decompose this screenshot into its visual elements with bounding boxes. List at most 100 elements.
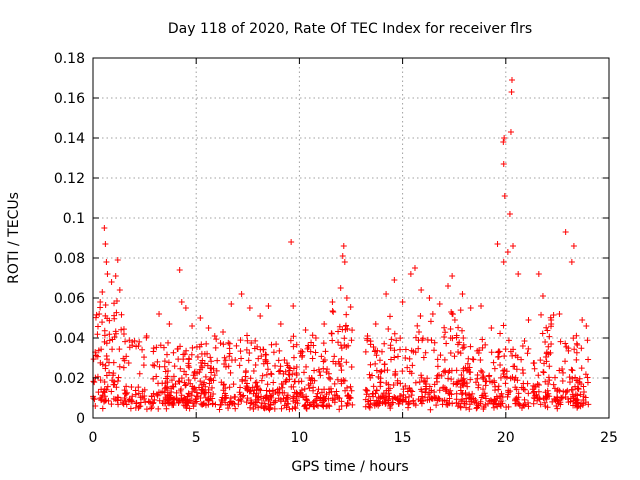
data-point [388, 336, 395, 343]
data-point [320, 358, 327, 365]
data-point [161, 363, 168, 370]
data-point [205, 396, 212, 403]
data-point [327, 375, 334, 382]
data-point [472, 396, 479, 403]
data-point [428, 387, 435, 394]
data-point [270, 349, 277, 356]
data-point [331, 353, 338, 360]
data-point [159, 380, 166, 387]
data-point [535, 388, 542, 395]
data-point [101, 332, 108, 339]
data-point [189, 323, 196, 329]
data-point [525, 345, 532, 352]
data-point [99, 392, 106, 399]
data-point [409, 362, 416, 369]
data-point [426, 383, 433, 390]
data-point [582, 371, 589, 378]
data-point [96, 311, 103, 317]
data-point [570, 335, 577, 342]
data-point [497, 330, 504, 337]
data-point [381, 394, 388, 401]
data-point [209, 395, 216, 402]
data-point [276, 368, 283, 375]
data-point [540, 369, 547, 376]
data-point [268, 371, 275, 378]
data-point [445, 375, 452, 382]
data-point [458, 372, 465, 379]
data-point [139, 346, 146, 353]
data-point [525, 317, 532, 323]
data-point [246, 349, 253, 356]
data-point [342, 387, 349, 394]
data-point [122, 398, 129, 405]
data-point [325, 370, 332, 377]
data-point [480, 376, 487, 383]
data-point [243, 380, 250, 387]
data-point [150, 375, 157, 382]
data-point [311, 367, 318, 374]
data-point [150, 399, 157, 406]
data-point [265, 303, 272, 309]
data-point [154, 358, 161, 365]
data-point [154, 392, 161, 399]
data-point [312, 335, 319, 341]
data-point [343, 311, 350, 318]
data-point [184, 399, 191, 406]
data-point [584, 374, 591, 381]
data-point [148, 405, 155, 412]
data-point [443, 340, 450, 347]
data-point [338, 367, 345, 374]
data-point [260, 395, 267, 402]
data-point [136, 338, 143, 345]
data-point [270, 379, 277, 386]
data-point [251, 345, 258, 352]
data-point [345, 392, 352, 399]
data-point [153, 391, 160, 398]
data-point [381, 340, 388, 347]
data-point [263, 387, 270, 394]
data-point [242, 369, 249, 376]
data-point [564, 387, 571, 394]
data-point [558, 395, 565, 402]
data-point [404, 388, 411, 395]
data-point [362, 348, 369, 355]
data-point [312, 349, 319, 356]
data-point [114, 397, 121, 404]
data-point [162, 368, 169, 375]
data-point [259, 372, 266, 379]
data-point [100, 388, 107, 395]
data-point [414, 322, 421, 329]
data-point [320, 403, 327, 410]
data-point [530, 389, 537, 396]
data-point [141, 354, 148, 361]
data-point [116, 363, 123, 370]
data-point [491, 398, 498, 405]
chart-title: Day 118 of 2020, Rate Of TEC Index for r… [168, 21, 532, 37]
data-point [488, 397, 495, 404]
data-point [263, 404, 270, 411]
data-point [551, 385, 558, 392]
data-point [277, 321, 284, 327]
data-point [166, 321, 173, 327]
data-point [536, 395, 543, 402]
data-point [448, 376, 455, 383]
data-point [221, 390, 228, 397]
data-point [448, 391, 455, 398]
data-point [475, 384, 482, 391]
data-point [285, 371, 292, 378]
data-point [255, 394, 262, 401]
data-point [274, 386, 281, 393]
data-point [180, 402, 187, 409]
data-point [520, 380, 527, 387]
data-point [221, 354, 228, 361]
data-point [344, 392, 351, 399]
data-point [391, 347, 398, 354]
data-point [102, 302, 109, 309]
data-point [170, 402, 177, 409]
data-point [309, 355, 316, 362]
data-point [415, 328, 422, 335]
data-point [434, 372, 441, 379]
data-point [397, 335, 404, 342]
